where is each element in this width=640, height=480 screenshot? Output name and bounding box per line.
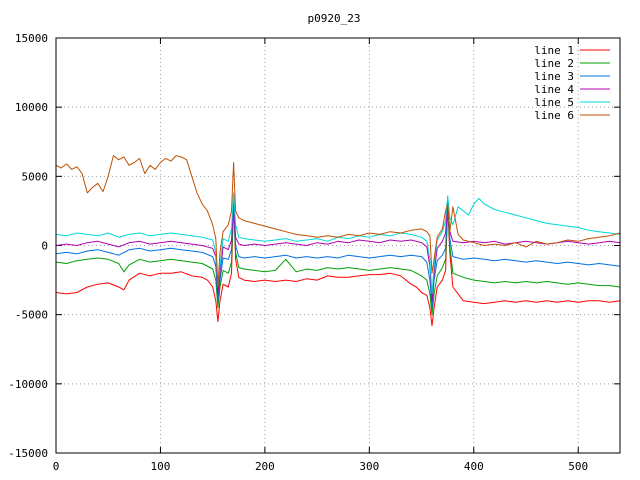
legend-label-5: line 5 (534, 96, 574, 109)
legend-label-6: line 6 (534, 109, 574, 122)
x-tick-label: 500 (568, 460, 588, 473)
series-line-3 (55, 196, 621, 309)
series-line-1 (55, 203, 621, 327)
y-tick-label: -15000 (8, 447, 48, 460)
y-tick-label: 0 (41, 240, 48, 253)
x-tick-label: 300 (359, 460, 379, 473)
tick-labels: 0 100 200 300 400 500 -15000 -10000 -5000 0 5000 10… (8, 32, 588, 473)
series-line-2 (55, 200, 621, 316)
y-tick-label: 5000 (22, 170, 49, 183)
x-tick-label: 100 (151, 460, 171, 473)
plot-frame (55, 37, 621, 454)
legend-label-2: line 2 (534, 57, 574, 70)
plot-lines (55, 155, 621, 327)
y-tick-label: -10000 (8, 378, 48, 391)
legend-label-4: line 4 (534, 83, 574, 96)
chart-title: p0920_23 (308, 12, 361, 25)
y-tick-label: 10000 (15, 101, 48, 114)
legend-label-3: line 3 (534, 70, 574, 83)
y-tick-label: -5000 (15, 309, 48, 322)
series-line-4 (55, 200, 621, 302)
legend-label-1: line 1 (534, 44, 574, 57)
series-line-5 (55, 192, 621, 295)
series-line-6 (55, 155, 621, 288)
x-tick-label: 400 (464, 460, 484, 473)
x-tick-label: 200 (255, 460, 275, 473)
x-tick-label: 0 (53, 460, 60, 473)
y-tick-label: 15000 (15, 32, 48, 45)
